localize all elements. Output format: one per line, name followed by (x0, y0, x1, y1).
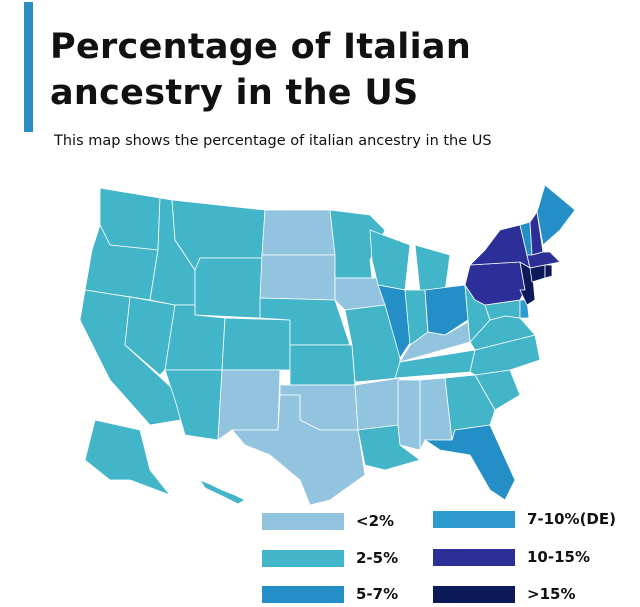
legend-item: 5-7% (262, 585, 398, 603)
state-az (164, 369, 223, 441)
state-wa (99, 187, 161, 251)
legend-swatch (433, 548, 515, 566)
state-pa (464, 261, 526, 306)
legend-label: 5-7% (356, 585, 399, 603)
legend-label: <2% (356, 512, 395, 530)
legend-label: >15% (527, 585, 576, 603)
state-tx (231, 394, 366, 506)
state-mi (414, 244, 451, 293)
state-fl (424, 424, 516, 501)
legend-item: 2-5% (262, 549, 398, 567)
legend-swatch (262, 549, 344, 567)
state-nd (261, 209, 336, 256)
page-title: Percentage of Italian ancestry in the US (50, 24, 471, 116)
state-ct (529, 264, 546, 283)
state-mn (329, 209, 386, 279)
legend-swatch (262, 585, 344, 603)
legend-swatch (433, 585, 515, 603)
accent-bar (24, 2, 33, 132)
title-line-1: Percentage of Italian (50, 27, 472, 67)
legend-swatch (433, 510, 515, 528)
state-sd (259, 254, 336, 301)
state-ms (397, 379, 421, 451)
legend-swatch (262, 512, 344, 530)
state-wy (194, 257, 263, 319)
legend-label: 2-5% (356, 549, 399, 567)
state-co (221, 317, 291, 371)
state-il (377, 284, 413, 359)
state-oh (424, 284, 469, 336)
title-line-2: ancestry in the US (50, 73, 419, 113)
state-ri (544, 264, 553, 279)
legend-item: 7-10%(DE) (433, 510, 616, 528)
state-hi (199, 479, 246, 505)
state-ar (354, 377, 401, 431)
legend-label: 7-10%(DE) (527, 510, 616, 528)
legend-item: >15% (433, 585, 575, 603)
legend-item: <2% (262, 512, 394, 530)
subtitle: This map shows the percentage of italian… (54, 133, 492, 149)
state-ak (84, 419, 171, 496)
legend-label: 10-15% (527, 548, 591, 566)
state-ny (469, 224, 531, 269)
state-me (536, 184, 576, 246)
legend-item: 10-15% (433, 548, 590, 566)
state-nm (217, 369, 281, 441)
state-ks (289, 344, 356, 386)
